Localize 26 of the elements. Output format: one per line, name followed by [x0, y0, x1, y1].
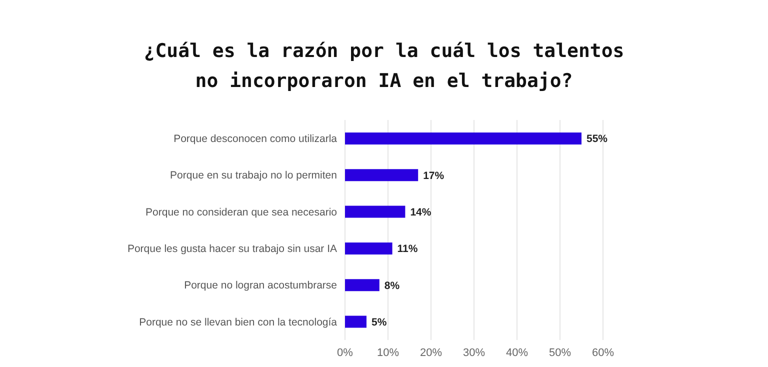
bar — [345, 316, 366, 328]
x-tick-label: 10% — [376, 346, 400, 359]
x-tick-label: 0% — [337, 346, 354, 359]
bar — [345, 242, 392, 254]
bar — [345, 279, 380, 292]
data-label: 5% — [372, 316, 388, 329]
chart-title: ¿Cuál es la razón por la cuál los talentos no incorporaron IA en el trabajo? — [142, 39, 626, 94]
data-label: 8% — [384, 280, 400, 292]
x-tick-label: 30% — [462, 346, 486, 359]
y-tick-label: Porque en su trabajo no lo permiten — [170, 170, 338, 182]
x-tick-label: 60% — [592, 346, 614, 359]
y-tick-label: Porque desconocen como utilizarla — [174, 133, 338, 146]
data-label: 17% — [423, 170, 445, 182]
bar — [345, 206, 406, 218]
data-label: 14% — [410, 206, 432, 219]
bar — [345, 132, 582, 144]
x-tick-label: 50% — [548, 346, 572, 359]
y-tick-label: Porque no logran acostumbrarse — [184, 280, 338, 292]
x-tick-label: 20% — [420, 346, 442, 359]
y-tick-label: Porque no se llevan bien con la tecnología — [139, 316, 338, 328]
y-tick-label: Porque no consideran que sea necesario — [146, 206, 338, 218]
bar — [345, 169, 418, 182]
x-tick-label: 40% — [506, 346, 528, 359]
data-label: 11% — [397, 243, 418, 256]
data-label: 55% — [586, 133, 608, 146]
y-tick-label: Porque les gusta hacer su trabajo sin usar IA — [127, 243, 337, 256]
